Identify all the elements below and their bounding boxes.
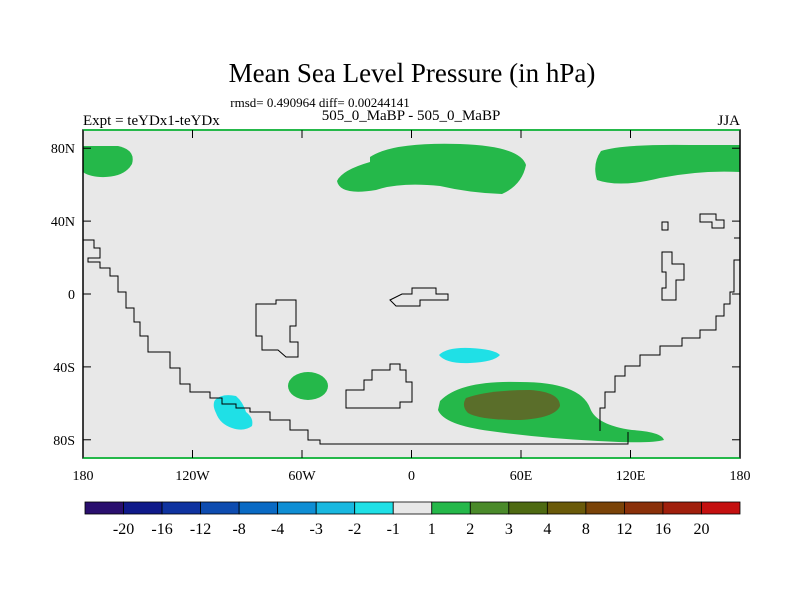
- colorbar-box: [469, 501, 510, 515]
- colorbar-label: 3: [505, 521, 513, 538]
- coastlines: [83, 213, 741, 445]
- x-tick-label: 0: [408, 469, 415, 484]
- colorbar-box: [508, 501, 548, 515]
- anomaly-region-south-atlantic: [288, 372, 328, 400]
- x-tick-label: 180: [73, 469, 94, 484]
- colorbar-box: [624, 501, 664, 515]
- coastline-southern-continent: [345, 363, 413, 409]
- colorbar-label: -12: [190, 521, 211, 538]
- y-tick-label: 80S: [53, 434, 75, 449]
- colorbar-box: [354, 501, 394, 515]
- y-tick-label: 40S: [53, 361, 75, 376]
- anomaly-region-northeast: [595, 144, 740, 184]
- colorbar-label: 2: [466, 521, 474, 538]
- y-tick-label: 0: [68, 288, 75, 303]
- coastline-northeast-islands: [661, 213, 725, 231]
- anomaly-region-northwest: [83, 146, 133, 178]
- colorbar-box: [431, 501, 471, 515]
- colorbar-label: -1: [387, 521, 400, 538]
- season-label: JJA: [717, 113, 740, 129]
- colorbar-label: 16: [655, 521, 671, 538]
- x-tick-label: 180: [730, 469, 751, 484]
- coastline-atlantic-island: [255, 299, 299, 358]
- colorbar-label: -2: [348, 521, 361, 538]
- colorbar-box: [238, 501, 279, 515]
- anomaly-region-tropical-negative: [439, 347, 500, 364]
- colorbar-box: [84, 501, 124, 515]
- x-tick-label: 120W: [175, 469, 210, 484]
- x-tick-label: 60E: [510, 469, 533, 484]
- y-tick-label: 80N: [51, 142, 75, 157]
- map-plot: [82, 129, 741, 459]
- stats-line: rmsd= 0.490964 diff= 0.00244141: [230, 95, 409, 110]
- colorbar-label: -20: [113, 521, 134, 538]
- colorbar-label: 20: [693, 521, 709, 538]
- x-tick-label: 120E: [616, 469, 646, 484]
- colorbar: -20 -16 -12 -8 -4 -3 -2 -1 1 2 3 4 8 12 16 20: [84, 501, 741, 538]
- colorbar-box: [123, 501, 163, 515]
- x-tick-label: 60W: [288, 469, 316, 484]
- colorbar-box: [546, 501, 587, 515]
- comparison-label: 505_0_MaBP - 505_0_MaBP: [322, 108, 501, 124]
- coastline-southeast-continent: [599, 237, 741, 431]
- colorbar-label: -16: [151, 521, 172, 538]
- colorbar-label: -3: [310, 521, 323, 538]
- chart-title: Mean Sea Level Pressure (in hPa): [229, 58, 596, 88]
- x-axis: 180 120W 60W 0 60E 120E 180: [73, 130, 751, 484]
- colorbar-box: [161, 501, 201, 515]
- y-tick-label: 40N: [51, 215, 75, 230]
- experiment-label: Expt = teYDx1-teYDx: [83, 113, 220, 129]
- colorbar-label: 8: [582, 521, 590, 538]
- colorbar-label: 1: [428, 521, 436, 538]
- y-axis: 80N 40N 0 40S 80S: [51, 142, 740, 449]
- colorbar-box: [315, 501, 356, 515]
- anomaly-region-south-core: [463, 390, 560, 420]
- colorbar-box: [277, 501, 317, 515]
- colorbar-box: [585, 501, 625, 515]
- colorbar-box: [701, 501, 741, 515]
- colorbar-box: [392, 501, 433, 515]
- colorbar-label: 12: [616, 521, 632, 538]
- colorbar-box: [200, 501, 240, 515]
- colorbar-label: 4: [543, 521, 551, 538]
- colorbar-label: -4: [271, 521, 284, 538]
- anomaly-region-north-central: [337, 143, 526, 194]
- colorbar-box: [662, 501, 702, 515]
- colorbar-label: -8: [232, 521, 245, 538]
- coastline-equatorial-island: [389, 287, 449, 307]
- coastline-eastern-landmass: [661, 251, 685, 301]
- coastline-western-continent: [83, 239, 629, 445]
